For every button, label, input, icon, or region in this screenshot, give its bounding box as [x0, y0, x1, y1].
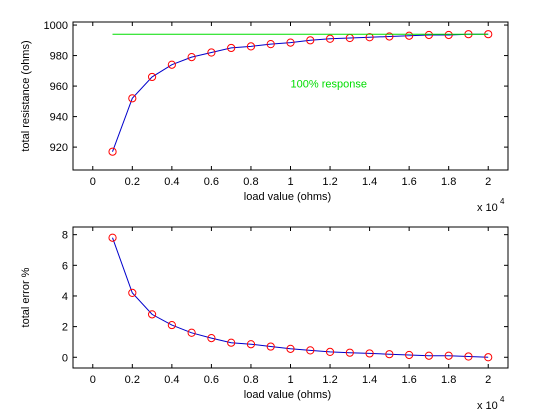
- resistance-x-tick-label: 0.2: [125, 176, 140, 188]
- error-data-point: [444, 351, 453, 360]
- resistance-x-tick-label: 0.4: [164, 176, 179, 188]
- resistance-x-tick-label: 1.2: [322, 176, 337, 188]
- error-x-axis-label: load value (ohms): [244, 389, 331, 401]
- resistance-x-tick-label: 0: [90, 176, 96, 188]
- error-x-tick-label: 1.2: [322, 374, 337, 386]
- error-data-point: [286, 344, 295, 353]
- error-data-point: [128, 288, 137, 298]
- resistance-data-point: [286, 38, 295, 47]
- error-x-tick-label: 0.4: [164, 374, 179, 386]
- error-data-point: [266, 342, 275, 351]
- error-data-point: [246, 340, 256, 349]
- error-data-point: [365, 349, 374, 358]
- resistance-data-point: [306, 36, 315, 45]
- error-data-point: [187, 328, 196, 337]
- resistance-x-tick-label: 1.8: [441, 176, 456, 188]
- error-data-point: [227, 338, 236, 347]
- error-x-tick-label: 0.6: [204, 374, 219, 386]
- resistance-y-tick-label: 1000: [44, 20, 68, 32]
- resistance-y-tick-label: 960: [50, 81, 68, 93]
- resistance-data-point: [108, 147, 117, 156]
- resistance-data-point: [365, 33, 374, 42]
- error-data-point: [108, 233, 117, 242]
- resistance-y-tick-label: 980: [50, 51, 68, 63]
- error-x-tick-label: 1.8: [441, 374, 456, 386]
- error-x-exponent-label: x 10: [477, 400, 498, 412]
- resistance-x-tick-label: 2: [485, 176, 491, 188]
- resistance-y-tick-label: 940: [50, 112, 68, 124]
- resistance-data-point: [385, 32, 394, 41]
- resistance-data-point: [167, 60, 176, 69]
- resistance-data-point: [405, 31, 414, 40]
- resistance-annotation: 100% response: [291, 79, 367, 91]
- resistance-x-exponent-power: 4: [500, 197, 505, 206]
- error-y-tick-label: 0: [62, 352, 68, 364]
- resistance-x-exponent-label: x 10: [477, 202, 498, 214]
- error-x-tick-label: 0.8: [243, 374, 258, 386]
- error-data-point: [385, 350, 394, 359]
- error-x-tick-label: 0.2: [125, 374, 140, 386]
- error-data-point: [207, 334, 216, 343]
- error-y-axis-label: total error %: [20, 267, 32, 327]
- error-y-tick-label: 6: [62, 260, 68, 272]
- error-y-tick-label: 4: [62, 291, 68, 303]
- error-data-point: [167, 320, 176, 330]
- error-x-tick-label: 1.6: [401, 374, 416, 386]
- error-x-tick-label: 0: [90, 374, 96, 386]
- error-data-point: [424, 351, 434, 360]
- resistance-data-point: [266, 40, 275, 49]
- error-data-point: [325, 347, 335, 357]
- resistance-y-axis-label: total resistance (ohms): [20, 40, 32, 151]
- error-y-tick-label: 2: [62, 322, 68, 334]
- error-x-tick-label: 2: [485, 374, 491, 386]
- resistance-x-tick-label: 1: [287, 176, 293, 188]
- error-y-tick-label: 8: [62, 230, 68, 242]
- error-data-point: [405, 350, 414, 360]
- resistance-x-tick-label: 1.6: [401, 176, 416, 188]
- resistance-data-point: [128, 94, 137, 103]
- resistance-data-point: [147, 72, 157, 82]
- resistance-data-point: [325, 34, 335, 43]
- resistance-data-point: [424, 30, 434, 40]
- error-data-point: [147, 310, 157, 319]
- resistance-x-tick-label: 0.8: [243, 176, 258, 188]
- error-data-point: [484, 353, 493, 362]
- error-data-point: [345, 348, 354, 357]
- resistance-data-point: [444, 30, 453, 40]
- resistance-x-tick-label: 0.6: [204, 176, 219, 188]
- resistance-data-point: [207, 48, 216, 57]
- resistance-y-tick-label: 920: [50, 142, 68, 154]
- resistance-data-point: [227, 43, 236, 53]
- resistance-chart: 0 0.2 0.4 0.6 0.8 1 1.2 1.4 1.6 1.8 2 920 940 960 980 1…: [20, 20, 509, 214]
- resistance-x-axis-label: load value (ohms): [244, 191, 331, 203]
- error-data-point: [464, 352, 473, 361]
- resistance-x-tick-label: 1.4: [362, 176, 377, 188]
- error-x-exponent-power: 4: [500, 395, 505, 404]
- resistance-data-point: [246, 42, 256, 51]
- error-x-tick-label: 1: [287, 374, 293, 386]
- error-data-point: [306, 346, 315, 355]
- resistance-data-point: [187, 52, 196, 62]
- error-x-tick-label: 1.4: [362, 374, 377, 386]
